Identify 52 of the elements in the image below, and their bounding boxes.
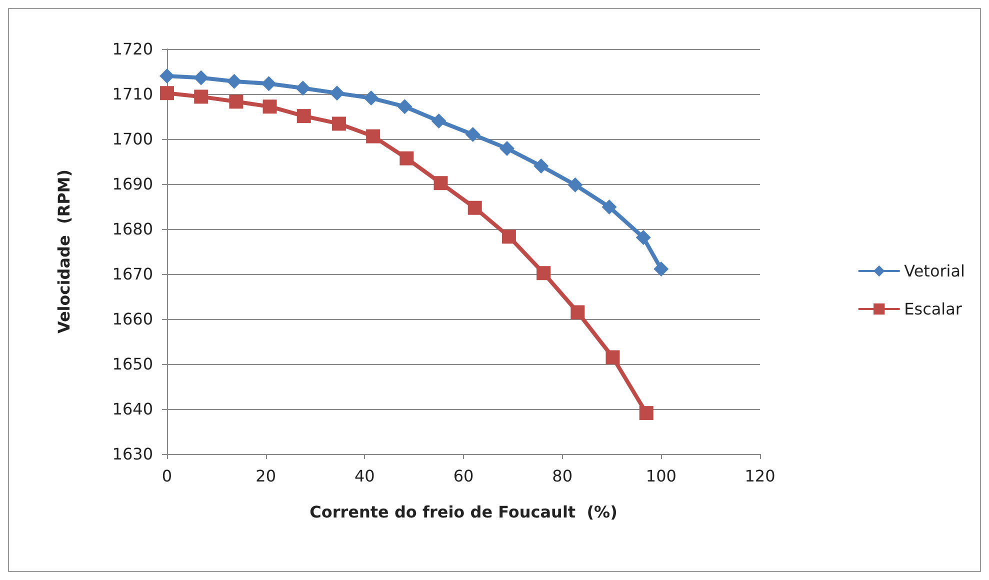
legend-label: Vetorial (904, 262, 966, 280)
point (431, 114, 446, 128)
point (194, 70, 209, 86)
x-axis-title: Corrente do freio de Foucault (%) (310, 502, 618, 522)
x-tick-label: 80 (552, 466, 573, 486)
point (364, 90, 379, 106)
y-tick-label: 1710 (112, 84, 153, 104)
point (262, 100, 277, 114)
point (400, 151, 414, 166)
point (329, 86, 344, 101)
point (160, 68, 174, 84)
y-tick-label: 1670 (112, 264, 153, 284)
point (229, 94, 244, 109)
y-tick-label: 1680 (112, 220, 153, 238)
point (397, 99, 412, 114)
point (636, 230, 651, 246)
point (226, 74, 242, 89)
point (296, 109, 311, 124)
point (332, 116, 346, 131)
y-tick-label: 1630 (112, 444, 153, 464)
x-tick-label: 0 (162, 466, 172, 486)
point (534, 158, 549, 174)
point (639, 406, 654, 420)
point (499, 140, 514, 156)
legend-label: Escalar (904, 300, 962, 318)
point (570, 305, 585, 320)
point (602, 199, 617, 214)
x-tick-label: 100 (646, 466, 676, 486)
y-tick-label: 1660 (112, 310, 153, 328)
point (194, 90, 208, 104)
y-tick-label: 1720 (112, 40, 153, 58)
point (606, 350, 620, 364)
point (261, 76, 276, 92)
y-tick-label: 1650 (112, 354, 153, 374)
point (465, 127, 480, 142)
y-axis-title: Velocidade (RPM) (54, 169, 74, 334)
point (568, 177, 583, 192)
y-tick-label: 1690 (112, 174, 153, 194)
point (654, 262, 669, 277)
y-tick-label: 1700 (112, 130, 153, 148)
x-tick-label: 40 (354, 466, 375, 486)
point (502, 230, 516, 244)
point (434, 176, 448, 190)
point (468, 200, 482, 215)
point (295, 80, 310, 96)
x-tick-label: 60 (453, 466, 474, 486)
y-tick-label: 1640 (112, 400, 153, 418)
point (366, 129, 380, 144)
point (536, 266, 551, 280)
point (160, 86, 174, 100)
x-tick-label: 120 (744, 466, 776, 486)
x-tick-label: 20 (256, 466, 276, 486)
